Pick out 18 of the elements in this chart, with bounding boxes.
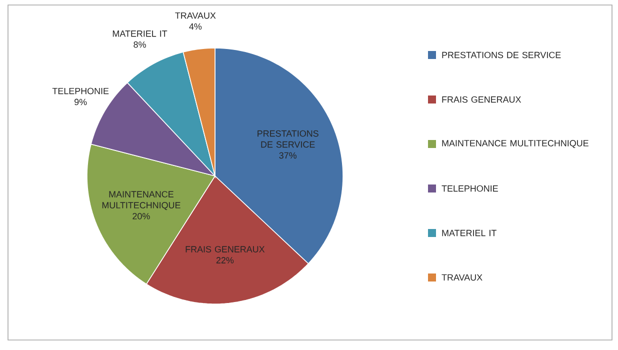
legend-label: MAINTENANCE MULTITECHNIQUE	[442, 140, 588, 148]
slice-label: TELEPHONIE	[52, 88, 109, 94]
legend-label: TRAVAUX	[442, 274, 482, 281]
data-label: 4%	[189, 23, 202, 30]
slice-label: FRAIS GENERAUX	[186, 246, 265, 252]
legend-label: MATERIEL IT	[442, 230, 496, 236]
data-label: 22%	[216, 257, 234, 264]
legend-label: PRESTATIONS DE SERVICE	[442, 52, 561, 58]
data-label: 37%	[279, 152, 296, 159]
slice-label: PRESTATIONS DE SERVICE	[258, 130, 318, 148]
slice-label: MATERIEL IT	[112, 30, 168, 37]
data-label: 20%	[132, 212, 150, 220]
legend-label: FRAIS GENERAUX	[442, 96, 522, 103]
data-label: 9%	[74, 98, 87, 106]
legend-label: TELEPHONIE	[442, 185, 498, 192]
data-label: 8%	[134, 41, 146, 48]
slice-label: TRAVAUX	[175, 12, 216, 19]
slice-label: MAINTENANCE MULTITECHNIQUE	[102, 191, 180, 210]
